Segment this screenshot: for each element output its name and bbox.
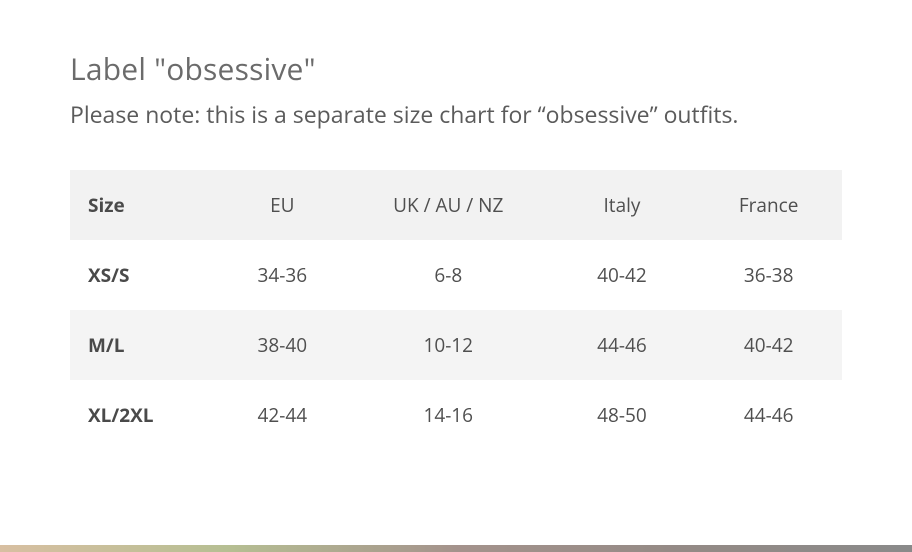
col-header-eu: EU xyxy=(217,170,348,240)
col-header-italy: Italy xyxy=(549,170,696,240)
col-header-uk: UK / AU / NZ xyxy=(348,170,549,240)
cell-uk: 14-16 xyxy=(348,380,549,450)
cell-italy: 40-42 xyxy=(549,240,696,310)
table-row: M/L 38-40 10-12 44-46 40-42 xyxy=(70,310,842,380)
cell-france: 44-46 xyxy=(695,380,842,450)
col-header-size: Size xyxy=(70,170,217,240)
col-header-france: France xyxy=(695,170,842,240)
cell-uk: 10-12 xyxy=(348,310,549,380)
table-header-row: Size EU UK / AU / NZ Italy France xyxy=(70,170,842,240)
size-chart-table: Size EU UK / AU / NZ Italy France XS/S 3… xyxy=(70,170,842,450)
cell-italy: 44-46 xyxy=(549,310,696,380)
cell-italy: 48-50 xyxy=(549,380,696,450)
cell-eu: 38-40 xyxy=(217,310,348,380)
cell-size: XS/S xyxy=(70,240,217,310)
cell-france: 40-42 xyxy=(695,310,842,380)
page-title: Label "obsessive" xyxy=(70,48,842,89)
page-subtitle: Please note: this is a separate size cha… xyxy=(70,99,842,130)
cell-france: 36-38 xyxy=(695,240,842,310)
cell-eu: 34-36 xyxy=(217,240,348,310)
decorative-bottom-strip xyxy=(0,545,912,552)
cell-eu: 42-44 xyxy=(217,380,348,450)
table-row: XS/S 34-36 6-8 40-42 36-38 xyxy=(70,240,842,310)
cell-uk: 6-8 xyxy=(348,240,549,310)
table-row: XL/2XL 42-44 14-16 48-50 44-46 xyxy=(70,380,842,450)
cell-size: XL/2XL xyxy=(70,380,217,450)
cell-size: M/L xyxy=(70,310,217,380)
size-chart-panel: Label "obsessive" Please note: this is a… xyxy=(0,0,912,490)
